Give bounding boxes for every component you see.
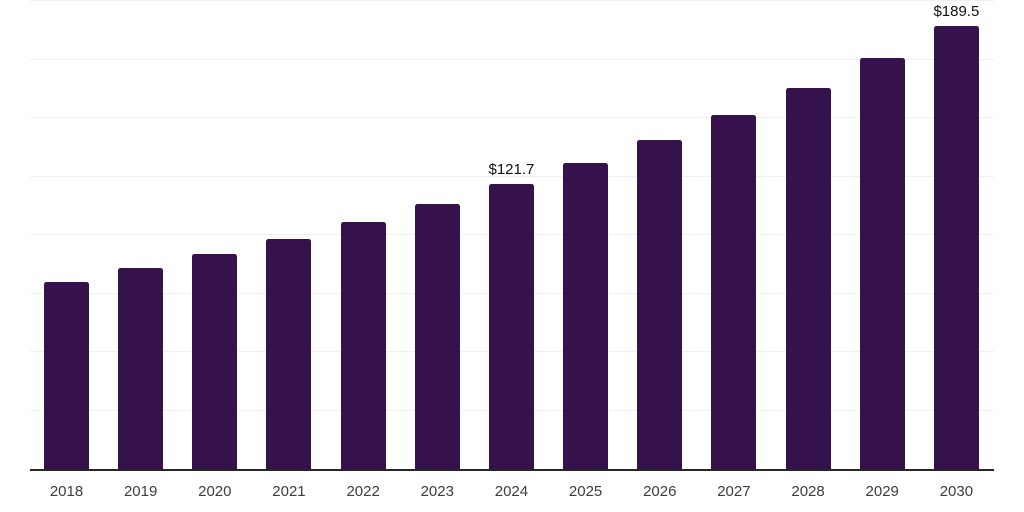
gridline	[30, 175, 994, 177]
bar-column-2029	[859, 58, 905, 469]
value-label-2030: $189.5	[933, 2, 980, 20]
bar-column-2020	[192, 253, 238, 469]
x-tick-2025: 2025	[568, 483, 603, 500]
bar-2025	[563, 163, 609, 469]
bar-2021	[266, 238, 312, 469]
x-tick-2027: 2027	[717, 483, 751, 500]
x-tick-2026: 2026	[643, 483, 677, 500]
x-tick-2019: 2019	[123, 483, 158, 500]
x-tick-2030: 2030	[939, 483, 974, 500]
x-axis-line	[30, 469, 994, 471]
gridline	[30, 58, 994, 60]
bar-column-2019	[118, 268, 164, 469]
value-label-2024: $121.7	[488, 161, 535, 179]
bar-2023	[414, 204, 460, 469]
x-axis-labels: 2018 2019 2020 2021 2022 2023 2024 2025 2026 2027…	[44, 483, 979, 501]
bar-column-2018	[44, 281, 89, 469]
bar-2019	[118, 268, 164, 469]
x-tick-2028: 2028	[791, 483, 825, 500]
x-tick-2021: 2021	[272, 483, 306, 500]
x-tick-2023: 2023	[420, 483, 454, 500]
x-tick-2024: 2024	[494, 483, 529, 500]
x-tick-2022: 2022	[346, 483, 380, 500]
bar-column-2027	[711, 115, 757, 469]
bar-2022	[340, 221, 386, 469]
x-tick-2020: 2020	[198, 483, 232, 500]
bar-column-2025	[563, 163, 609, 469]
bar-column-2022	[340, 221, 386, 469]
bars: $121.7 $189.5	[44, 0, 979, 469]
bar-2018	[44, 281, 89, 469]
bar-2028	[785, 88, 831, 469]
bar-column-2024: $121.7	[489, 161, 534, 469]
gridline	[30, 0, 994, 1]
bar-column-2023	[414, 204, 460, 469]
bar-2020	[192, 253, 238, 469]
bar-2027	[711, 115, 757, 469]
plot-area: $121.7 $189.5	[30, 0, 994, 471]
bar-column-2026	[637, 140, 683, 469]
bar-column-2030: $189.5	[933, 2, 980, 469]
bar-column-2028	[785, 88, 831, 469]
gridline	[30, 117, 994, 118]
bar-2026	[637, 140, 683, 469]
bar-2024	[488, 184, 534, 469]
bar-column-2021	[266, 238, 312, 469]
x-tick-2029: 2029	[865, 483, 899, 500]
bar-2030	[933, 25, 979, 469]
bar-2029	[859, 58, 905, 469]
x-tick-2018: 2018	[49, 483, 84, 500]
